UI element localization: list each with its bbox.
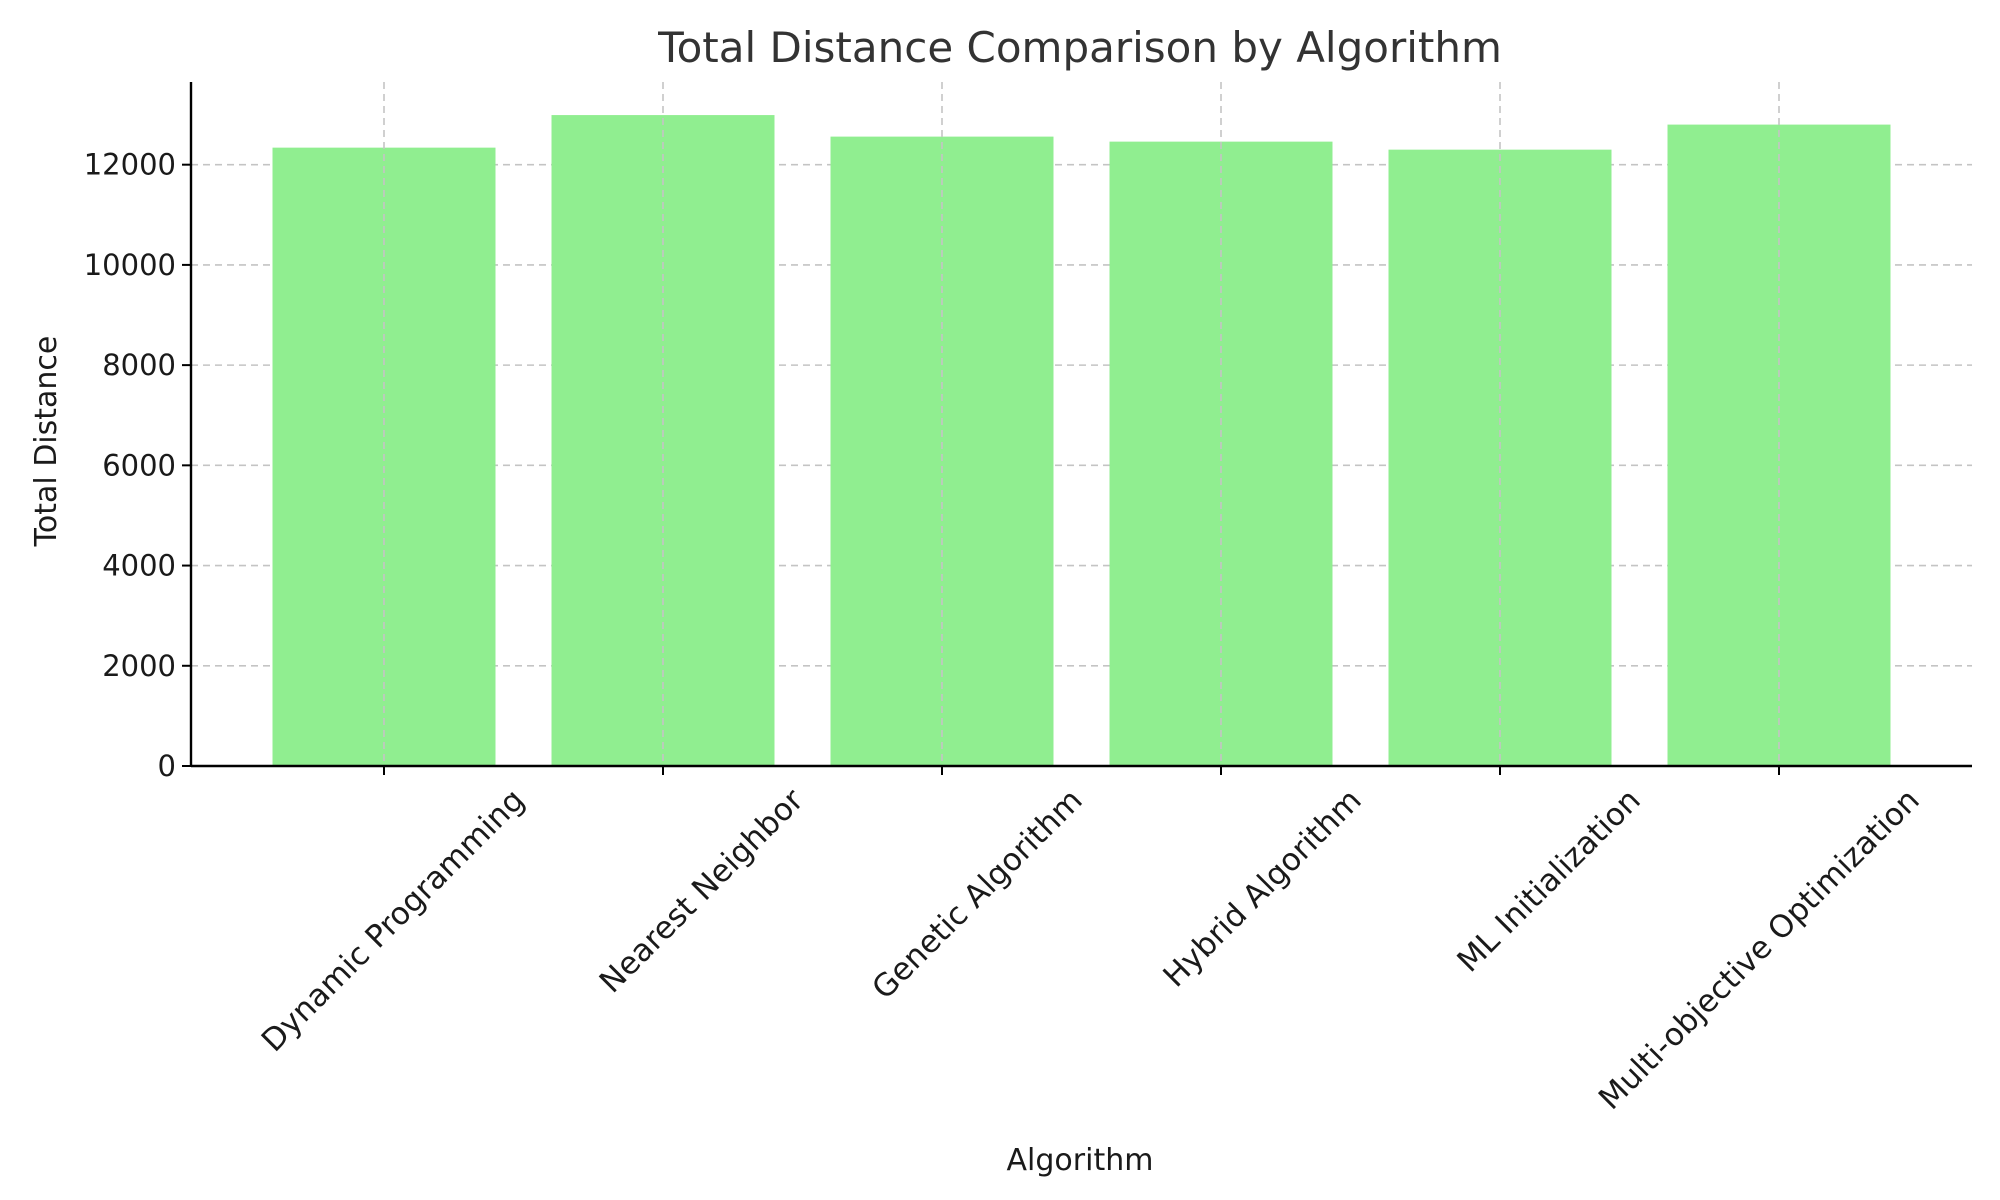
x-tick-label: Dynamic Programming [255,782,532,1059]
grid-layer [191,163,1972,667]
x-tick-label: ML Initialization [1450,782,1647,979]
y-axis-label: Total Distance [29,336,64,548]
x-tick-label: Multi-objective Optimization [1592,782,1927,1117]
x-axis-label: Algorithm [1007,1143,1154,1178]
x-tick-label: Genetic Algorithm [865,782,1089,1006]
bar-layer [272,115,1891,767]
y-tick-label: 10000 [84,248,176,282]
x-grid-layer [383,82,1780,766]
x-ticks: Dynamic Programming Nearest Neighbor Genet… [255,766,1927,1117]
y-tick-label: 4000 [102,549,176,583]
y-tick-label: 0 [158,749,176,783]
x-tick-label: Nearest Neighbor [593,782,811,1000]
y-tick-label: 12000 [84,148,176,182]
y-tick-label: 8000 [102,348,176,382]
y-tick-label: 2000 [102,649,176,683]
y-ticks: 0 2000 4000 6000 8000 10000 12000 [84,148,191,783]
bar [551,115,775,767]
y-tick-label: 6000 [102,448,176,482]
x-tick-label: Hybrid Algorithm [1156,782,1368,994]
chart-title: Total Distance Comparison by Algorithm [657,23,1502,72]
